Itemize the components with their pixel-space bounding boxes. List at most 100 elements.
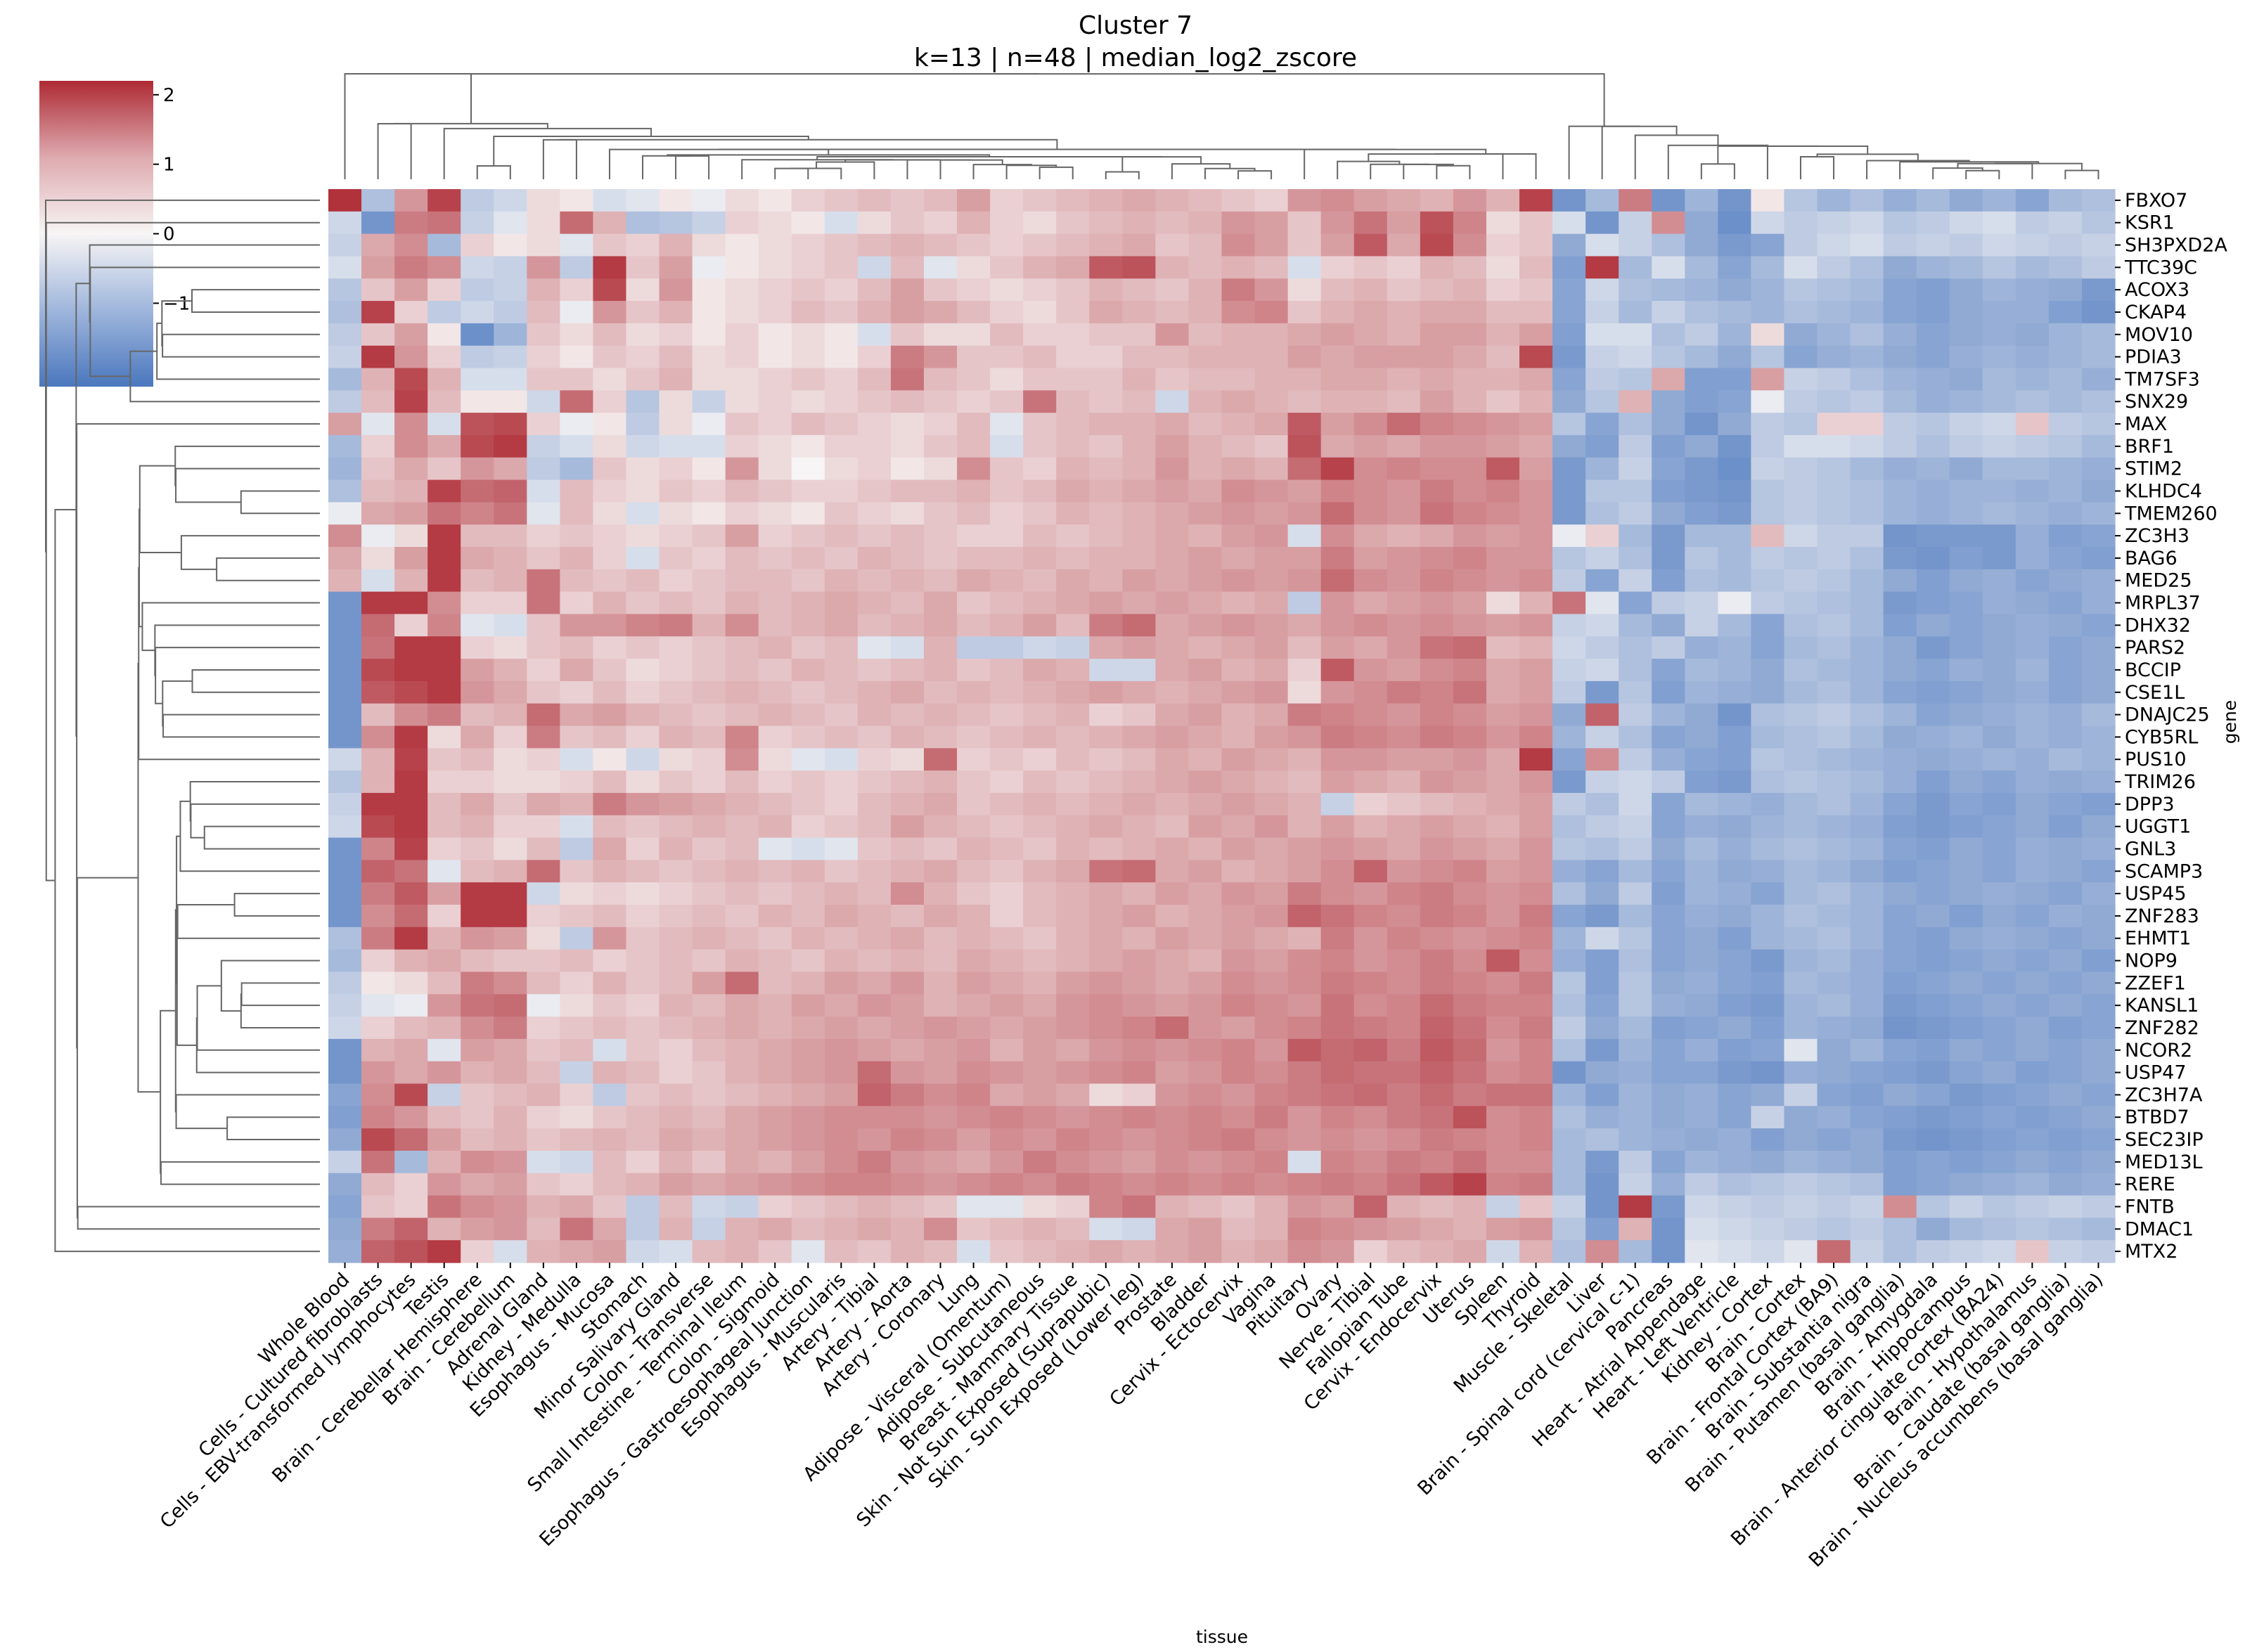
heatmap-cell — [1586, 368, 1619, 391]
heatmap-cell — [1254, 233, 1289, 257]
gene-label: TRIM26 — [2124, 771, 2196, 793]
heatmap-cell — [924, 748, 958, 771]
heatmap-cell — [1387, 1017, 1421, 1040]
heatmap-cell — [1387, 1218, 1421, 1241]
heatmap-cell — [1784, 256, 1818, 279]
heatmap-cell — [1089, 345, 1123, 369]
heatmap-cell — [1784, 434, 1818, 458]
heatmap-cell — [2015, 1240, 2050, 1263]
heatmap-cell — [1188, 882, 1223, 905]
heatmap-cell — [1916, 278, 1950, 302]
heatmap-cell — [527, 457, 560, 481]
heatmap-cell — [560, 614, 594, 637]
heatmap-cell — [1850, 1195, 1884, 1218]
heatmap-cell — [857, 413, 892, 436]
heatmap-cell — [1420, 569, 1454, 593]
heatmap-cell — [1552, 1173, 1586, 1196]
heatmap-cell — [2015, 1106, 2050, 1129]
heatmap-cell — [2048, 323, 2083, 347]
heatmap-cell — [1949, 1150, 1983, 1174]
heatmap-cell — [1949, 569, 1983, 593]
heatmap-cell — [1387, 949, 1421, 973]
heatmap-cell — [1982, 860, 2017, 883]
heatmap-cell — [990, 479, 1024, 503]
heatmap-cell — [1784, 368, 1818, 391]
dendrogram-branch — [160, 1009, 176, 1174]
heatmap-cell — [1453, 345, 1487, 369]
heatmap-cell — [361, 1038, 395, 1062]
heatmap-cell — [1949, 390, 1983, 413]
heatmap-cell — [1619, 457, 1652, 481]
heatmap-cell — [1453, 591, 1487, 615]
heatmap-cell — [1982, 905, 2017, 928]
heatmap-cell — [1586, 301, 1619, 324]
heatmap-cell — [1817, 636, 1851, 659]
dendrogram-branch — [189, 781, 320, 822]
heatmap-cell — [1817, 815, 1851, 839]
dendrogram-branch — [203, 825, 320, 850]
heatmap-cell — [1420, 189, 1454, 212]
heatmap-cell — [2015, 1195, 2050, 1218]
heatmap-cell — [1850, 1173, 1884, 1196]
heatmap-cell — [1850, 792, 1884, 816]
heatmap-cell — [1619, 278, 1652, 302]
heatmap-cell — [560, 233, 594, 257]
heatmap-cell — [791, 1106, 825, 1129]
heatmap-cell — [328, 1240, 362, 1263]
heatmap-cell — [890, 345, 925, 369]
heatmap-cell — [692, 770, 726, 794]
heatmap-cell — [990, 390, 1024, 413]
heatmap-cell — [626, 278, 660, 302]
heatmap-cell — [824, 413, 858, 436]
heatmap-cell — [2081, 211, 2116, 235]
heatmap-cell — [1486, 949, 1520, 973]
heatmap-cell — [1586, 1218, 1619, 1241]
heatmap-cell — [2048, 837, 2083, 860]
gene-label: MOV10 — [2125, 324, 2193, 346]
heatmap-cell — [1552, 1017, 1586, 1040]
heatmap-cell — [1089, 680, 1123, 704]
heatmap-cell — [1949, 614, 1983, 637]
heatmap-cell — [1982, 994, 2017, 1017]
heatmap-cell — [1453, 927, 1487, 950]
heatmap-cell — [427, 368, 461, 391]
heatmap-cell — [1949, 949, 1983, 973]
heatmap-cell — [527, 837, 560, 860]
heatmap-cell — [1519, 1106, 1553, 1129]
heatmap-cell — [1916, 479, 1950, 503]
heatmap-cell — [328, 434, 362, 458]
heatmap-cell — [1320, 233, 1355, 257]
heatmap-cell — [924, 413, 958, 436]
heatmap-cell — [1023, 1083, 1057, 1106]
heatmap-cell — [560, 1195, 594, 1218]
heatmap-cell — [2015, 994, 2050, 1017]
heatmap-cell — [1519, 1038, 1553, 1062]
heatmap-cell — [1221, 434, 1256, 458]
heatmap-cell — [593, 233, 627, 257]
heatmap-cell — [394, 1083, 428, 1106]
heatmap-cell — [2048, 1106, 2083, 1129]
heatmap-cell — [1056, 882, 1090, 905]
gene-label: RERE — [2125, 1174, 2175, 1196]
heatmap-cell — [857, 189, 892, 212]
heatmap-cell — [659, 323, 693, 347]
heatmap-cell — [2081, 524, 2116, 548]
gene-label: NCOR2 — [2125, 1040, 2192, 1061]
heatmap-cell — [692, 1240, 726, 1263]
heatmap-cell — [560, 457, 594, 481]
heatmap-cell — [1784, 680, 1818, 704]
heatmap-cell — [1850, 748, 1884, 771]
heatmap-cell — [1982, 927, 2017, 950]
heatmap-cell — [328, 278, 362, 302]
heatmap-cell — [1254, 256, 1289, 279]
heatmap-cell — [461, 1061, 494, 1085]
heatmap-cell — [1188, 502, 1223, 525]
heatmap-cell — [494, 368, 527, 391]
heatmap-cell — [1056, 1128, 1090, 1151]
heatmap-cell — [924, 1106, 958, 1129]
heatmap-cell — [1718, 949, 1751, 973]
heatmap-cell — [1883, 502, 1917, 525]
heatmap-cell — [1320, 905, 1355, 928]
heatmap-cell — [427, 256, 461, 279]
heatmap-cell — [361, 703, 395, 727]
